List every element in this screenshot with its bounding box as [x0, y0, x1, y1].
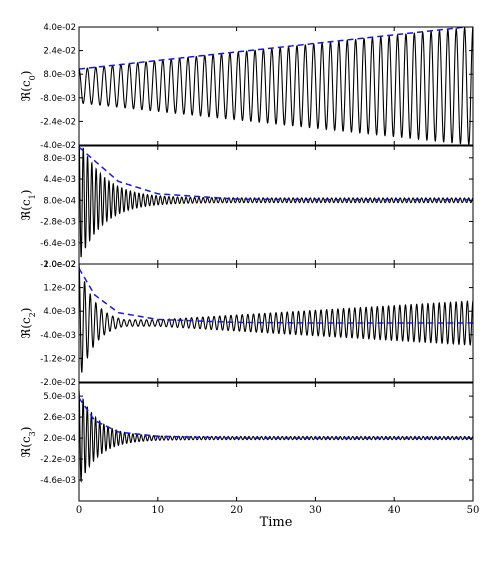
- y-tick-label: -4.6e-03: [40, 476, 76, 486]
- y-tick-label: -1.2e-02: [40, 354, 76, 364]
- y-tick-label: 2.6e-03: [43, 413, 76, 423]
- y-tick-label: 4.4e-03: [43, 175, 76, 185]
- series-oscillation-line: [79, 264, 473, 373]
- y-tick-label: 2.0e-04: [43, 434, 76, 444]
- y-tick-label: -8.0e-03: [40, 94, 76, 104]
- series-envelope-line: [79, 268, 473, 324]
- x-tick-label: 20: [230, 505, 243, 516]
- series-envelope-line: [79, 146, 473, 201]
- y-tick-label: -4.0e-02: [40, 141, 76, 151]
- panel-frame: [78, 145, 474, 265]
- x-tick-label: 40: [388, 505, 401, 516]
- y-axis-label: ℜ(c3): [19, 427, 37, 458]
- y-tick-label: -2.8e-03: [40, 218, 76, 228]
- y-tick-label: 8.0e-03: [43, 70, 76, 80]
- panel-2: 2.0e-02 1.2e-02 4.0e-03 -4.0e-03 -1.2e-02 -2.…: [19, 260, 474, 388]
- y-tick-label: 8.0e-03: [43, 154, 76, 164]
- x-tick-label: 30: [309, 505, 322, 516]
- series-oscillation-line: [79, 27, 473, 145]
- y-tick-label: -1.0e-02: [40, 260, 76, 270]
- series-oscillation-line: [79, 389, 473, 483]
- panel-1: 8.0e-03 4.4e-03 8.0e-04 -2.8e-03 -6.4e-03 -1.…: [19, 145, 474, 270]
- series-envelope-line: [79, 27, 473, 70]
- x-tick-label: 50: [467, 505, 480, 516]
- panel-0: 4.0e-02 2.4e-02 8.0e-03 -8.0e-03 -2.4e-02 -4.…: [19, 23, 474, 151]
- y-tick-label: -4.0e-03: [40, 331, 76, 341]
- panel-frame: [78, 26, 474, 146]
- x-tick-label: 10: [151, 505, 164, 516]
- y-tick-label: 2.4e-02: [43, 47, 76, 57]
- y-tick-label: -2.4e-02: [40, 117, 76, 127]
- y-tick-label: 4.0e-03: [43, 307, 76, 317]
- y-tick-label: 5.0e-03: [43, 392, 76, 402]
- series-oscillation-line: [79, 146, 473, 258]
- panel-3: 5.0e-03 2.6e-03 2.0e-04 -2.2e-03 -4.6e-03 ℜ(c…: [19, 382, 480, 530]
- x-tick-label: 0: [76, 505, 82, 516]
- y-tick-label: 4.0e-02: [43, 23, 76, 33]
- y-axis-label: ℜ(c2): [19, 308, 37, 339]
- y-tick-label: 1.2e-02: [43, 284, 76, 294]
- y-tick-label: 8.0e-04: [43, 196, 76, 206]
- y-tick-label: -2.0e-02: [40, 378, 76, 388]
- y-tick-label: 2.0e-02: [43, 260, 76, 270]
- series-envelope-line: [79, 397, 473, 439]
- y-axis-label: ℜ(c0): [19, 71, 37, 102]
- y-axis-label: ℜ(c1): [19, 190, 37, 221]
- y-tick-label: -2.2e-03: [40, 455, 76, 465]
- panel-frame: [78, 263, 474, 383]
- panel-frame: [78, 382, 474, 502]
- x-axis-label: Time: [260, 515, 293, 530]
- y-tick-label: -6.4e-03: [40, 239, 76, 249]
